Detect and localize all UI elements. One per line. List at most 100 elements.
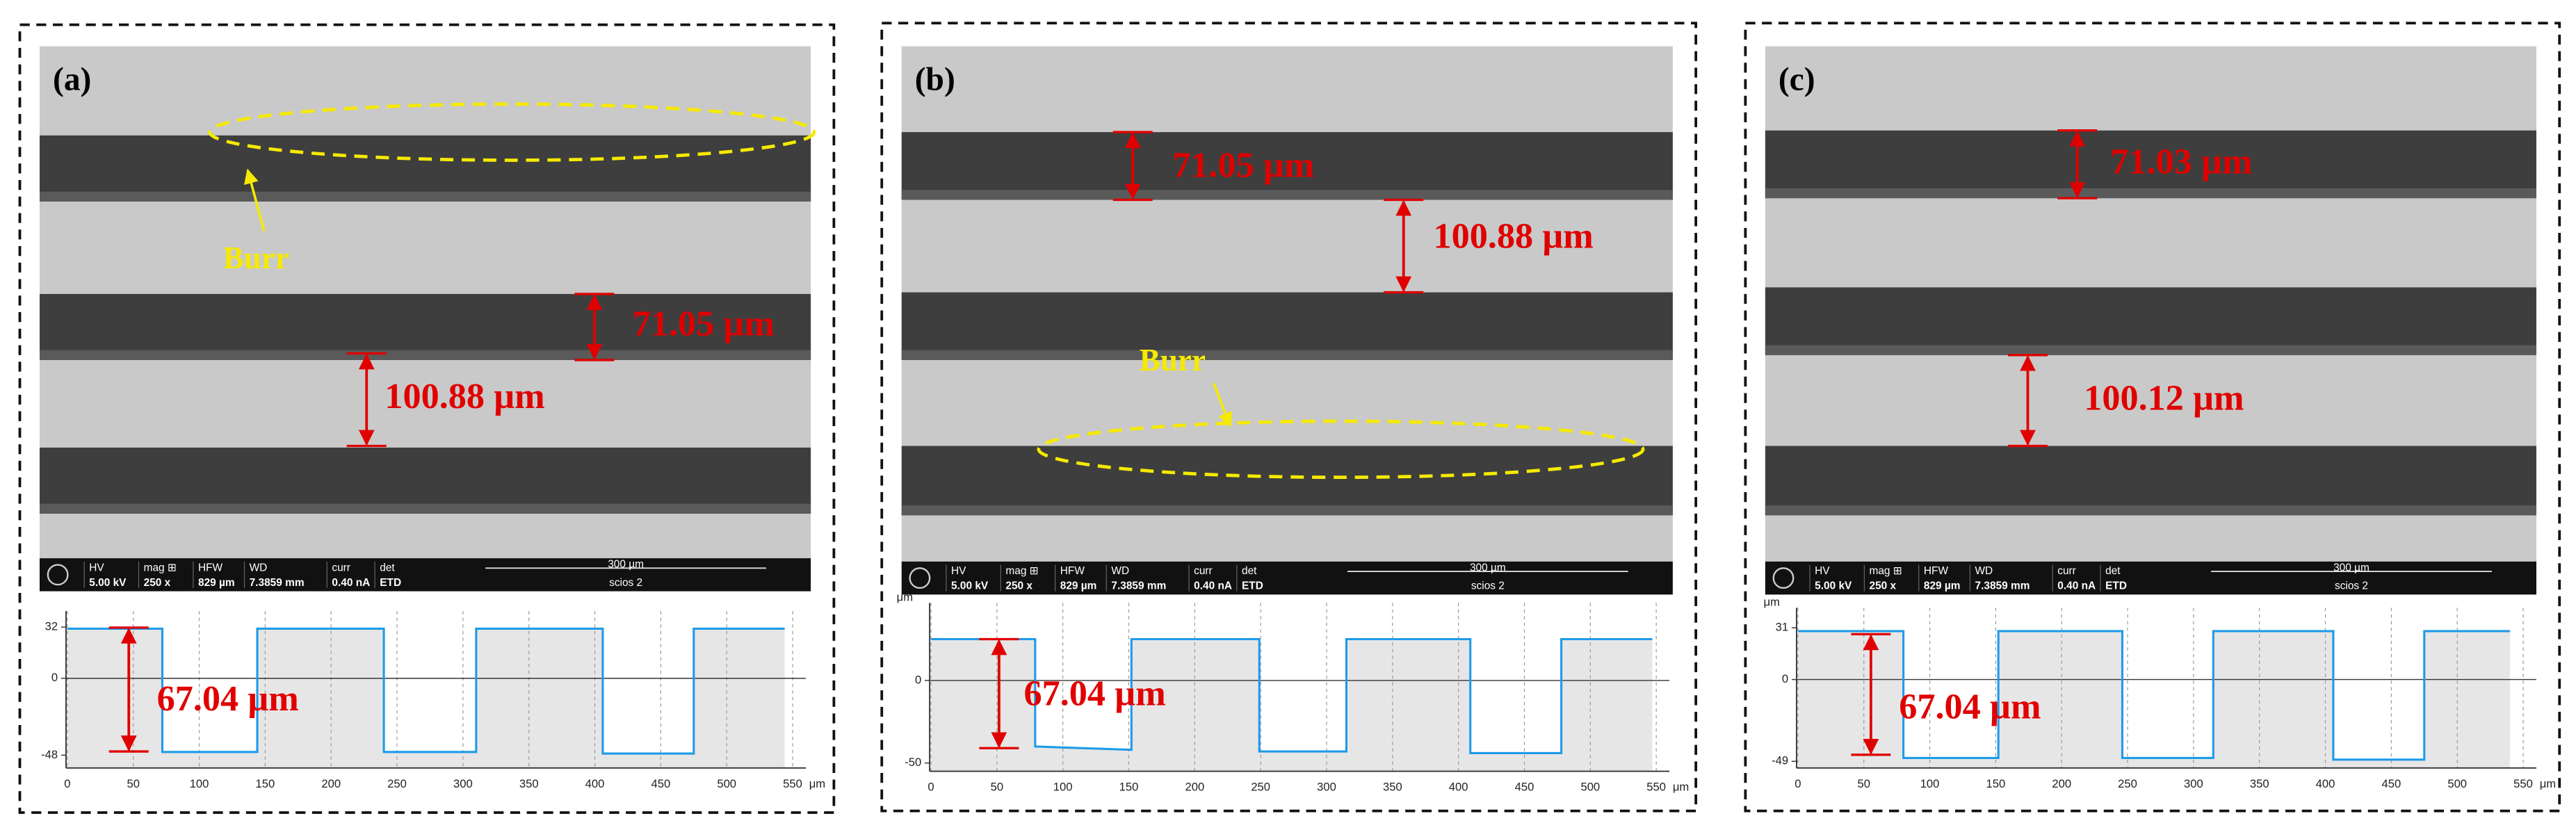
groove-edge bbox=[40, 350, 811, 360]
x-tick-label: 400 bbox=[2316, 777, 2335, 790]
panel-frame bbox=[1744, 22, 2561, 813]
x-tick-label: 300 bbox=[453, 777, 473, 790]
info-value: ETD bbox=[2105, 580, 2127, 592]
x-tick-label: 400 bbox=[1449, 781, 1468, 794]
groove-edge bbox=[901, 350, 1673, 360]
y-tick-label: -50 bbox=[905, 756, 921, 769]
x-tick-label: 200 bbox=[321, 777, 341, 790]
panel-frame bbox=[18, 23, 836, 814]
profile-line bbox=[1797, 630, 2511, 761]
y-tick-label: 31 bbox=[1776, 621, 1788, 634]
groove bbox=[40, 447, 811, 514]
info-value: 5.00 kV bbox=[951, 580, 989, 592]
x-tick-label: 0 bbox=[64, 777, 70, 790]
info-label: curr bbox=[2057, 565, 2076, 577]
panel-label: (c) bbox=[1779, 62, 1815, 98]
groove bbox=[901, 292, 1673, 360]
profile-fill bbox=[67, 628, 785, 768]
info-label: WD bbox=[1975, 565, 1993, 577]
x-tick-label: 450 bbox=[1515, 781, 1534, 794]
x-tick-label: 450 bbox=[651, 777, 671, 790]
burr-region bbox=[208, 102, 816, 162]
x-tick-label: 500 bbox=[1580, 781, 1600, 794]
burr-arrow bbox=[1212, 382, 1233, 427]
info-value: 829 µm bbox=[198, 577, 235, 589]
info-label: WD bbox=[1111, 565, 1129, 577]
x-tick-label: 100 bbox=[1920, 777, 1940, 790]
groove bbox=[1765, 446, 2536, 516]
groove bbox=[40, 293, 811, 360]
measure-label: 100.88 µm bbox=[384, 376, 544, 416]
groove-edge bbox=[901, 190, 1673, 200]
scale-label: 300 µm bbox=[608, 559, 644, 571]
info-label: curr bbox=[332, 562, 350, 573]
info-value: 829 µm bbox=[1924, 580, 1961, 592]
groove-edge bbox=[1765, 188, 2536, 199]
x-tick-label: 250 bbox=[2118, 777, 2137, 790]
info-value: 250 x bbox=[1005, 580, 1032, 592]
x-tick-label: 200 bbox=[2052, 777, 2071, 790]
profile-fill bbox=[1797, 630, 2511, 768]
info-bar bbox=[901, 561, 1673, 595]
x-tick-label: 500 bbox=[2447, 777, 2467, 790]
fei-logo bbox=[1772, 567, 1795, 589]
groove bbox=[1765, 287, 2536, 355]
groove bbox=[1765, 130, 2536, 199]
scale-label: 300 µm bbox=[2333, 562, 2370, 573]
x-tick-label: 250 bbox=[1251, 781, 1270, 794]
y-unit: μm bbox=[897, 590, 913, 603]
x-unit: μm bbox=[2540, 777, 2556, 790]
x-tick-label: 50 bbox=[1857, 777, 1870, 790]
info-label: mag ⊞ bbox=[1870, 565, 1902, 577]
groove bbox=[901, 446, 1673, 516]
panel-label: (a) bbox=[53, 62, 91, 98]
x-tick-label: 100 bbox=[1053, 781, 1073, 794]
x-tick-label: 300 bbox=[1317, 781, 1336, 794]
y-tick-label: 0 bbox=[1782, 672, 1788, 685]
x-tick-label: 100 bbox=[190, 777, 209, 790]
measure-label: 100.12 µm bbox=[2084, 377, 2244, 418]
x-tick-label: 200 bbox=[1185, 781, 1204, 794]
info-value: 250 x bbox=[144, 577, 171, 589]
groove-edge bbox=[40, 191, 811, 202]
x-tick-label: 350 bbox=[519, 777, 539, 790]
fei-logo bbox=[47, 564, 69, 586]
info-label: mag ⊞ bbox=[144, 562, 177, 573]
y-tick-label: -48 bbox=[41, 748, 58, 761]
info-value: ETD bbox=[380, 577, 401, 589]
info-value: 7.3859 mm bbox=[250, 577, 305, 589]
plot-area bbox=[1797, 608, 2536, 768]
info-value: ETD bbox=[1242, 580, 1263, 592]
x-tick-label: 500 bbox=[717, 777, 736, 790]
x-tick-label: 400 bbox=[585, 777, 605, 790]
info-label: mag ⊞ bbox=[1005, 565, 1038, 577]
info-label: HFW bbox=[198, 562, 223, 573]
scale-label: 300 µm bbox=[1470, 562, 1506, 573]
groove bbox=[901, 132, 1673, 200]
y-unit: μm bbox=[1764, 596, 1780, 609]
panel-frame bbox=[880, 22, 1698, 813]
fei-logo bbox=[909, 567, 931, 589]
info-label: HFW bbox=[1060, 565, 1085, 577]
plot-area bbox=[930, 603, 1670, 772]
x-tick-label: 550 bbox=[1646, 781, 1666, 794]
info-bar bbox=[40, 558, 811, 592]
x-tick-label: 250 bbox=[387, 777, 407, 790]
measure-label: 71.05 µm bbox=[633, 303, 775, 343]
x-unit: μm bbox=[1673, 781, 1689, 794]
info-value: 250 x bbox=[1870, 580, 1897, 592]
instrument: scios 2 bbox=[609, 577, 642, 589]
x-tick-label: 0 bbox=[927, 781, 934, 794]
info-bar bbox=[1765, 561, 2536, 595]
x-tick-label: 0 bbox=[1795, 777, 1801, 790]
measure-label: 71.05 µm bbox=[1172, 145, 1314, 185]
y-tick-label: 0 bbox=[51, 671, 58, 684]
info-label: HV bbox=[89, 562, 104, 573]
info-value: 7.3859 mm bbox=[1975, 580, 2030, 592]
info-label: det bbox=[1242, 565, 1257, 577]
x-tick-label: 350 bbox=[1383, 781, 1402, 794]
burr-label: Burr bbox=[1140, 343, 1206, 377]
x-unit: μm bbox=[809, 777, 825, 790]
x-tick-label: 300 bbox=[2184, 777, 2203, 790]
